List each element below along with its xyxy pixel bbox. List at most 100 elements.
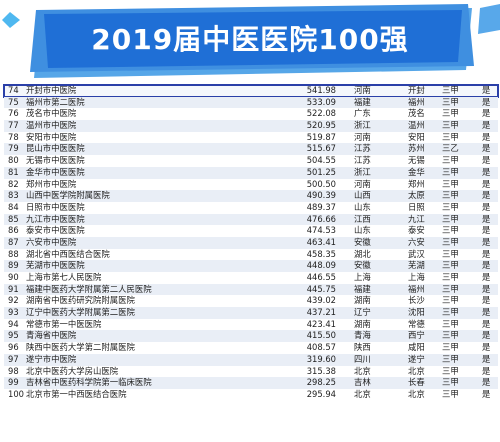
table-row: 78 安阳市中医院 519.87 河南 安阳 三甲 是 <box>4 132 498 144</box>
rank-cell: 100 <box>8 388 24 399</box>
city-cell: 郑州 <box>408 178 425 189</box>
grade-cell: 三甲 <box>442 248 459 259</box>
score-cell: 408.57 <box>306 342 336 353</box>
table-row: 90 上海市第七人民医院 446.55 上海 上海 三甲 是 <box>4 272 498 284</box>
grade-cell: 三甲 <box>442 318 459 329</box>
province-cell: 江苏 <box>354 143 371 154</box>
rank-cell: 78 <box>8 131 19 142</box>
flag-cell: 是 <box>482 248 491 259</box>
city-cell: 北京 <box>408 365 425 376</box>
score-cell: 490.39 <box>306 190 336 201</box>
province-cell: 上海 <box>354 272 371 282</box>
table-row: 94 常德市第一中医医院 423.41 湖南 常德 三甲 是 <box>4 319 498 331</box>
hospital-name-cell: 湖北省中西医结合医院 <box>26 248 110 259</box>
rank-cell: 80 <box>8 155 19 166</box>
hospital-name-cell: 六安市中医院 <box>26 236 77 247</box>
score-cell: 500.50 <box>306 178 336 189</box>
banner-front <box>44 10 462 68</box>
city-cell: 芜湖 <box>408 260 425 271</box>
hospital-name-cell: 福州市第二医院 <box>26 96 85 107</box>
province-cell: 山西 <box>354 190 371 201</box>
province-cell: 吉林 <box>354 377 371 388</box>
score-cell: 476.66 <box>306 213 336 224</box>
grade-cell: 三甲 <box>442 295 459 306</box>
grade-cell: 三甲 <box>442 155 459 166</box>
province-cell: 山东 <box>354 225 371 236</box>
hospital-name-cell: 陕西中医药大学第二附属医院 <box>26 342 135 353</box>
flag-cell: 是 <box>482 330 491 341</box>
score-cell: 515.67 <box>306 143 336 154</box>
flag-cell: 是 <box>482 166 491 177</box>
province-cell: 江西 <box>354 213 371 224</box>
rank-cell: 86 <box>8 225 19 236</box>
province-cell: 浙江 <box>354 166 371 177</box>
hospital-name-cell: 芜湖市中医医院 <box>26 260 85 271</box>
corner-deco-left <box>2 12 20 28</box>
grade-cell: 三甲 <box>442 365 459 376</box>
city-cell: 日照 <box>408 201 425 212</box>
table-row: 84 日照市中医医院 489.37 山东 日照 三甲 是 <box>4 202 498 214</box>
city-cell: 泰安 <box>408 225 425 236</box>
score-cell: 439.02 <box>306 295 336 306</box>
table-row: 83 山西中医学院附属医院 490.39 山西 太原 三甲 是 <box>4 190 498 202</box>
city-cell: 北京 <box>408 388 425 399</box>
score-cell: 474.53 <box>306 225 336 236</box>
table-row: 76 茂名市中医院 522.08 广东 茂名 三甲 是 <box>4 108 498 120</box>
province-cell: 浙江 <box>354 120 371 131</box>
score-cell: 504.55 <box>306 155 336 166</box>
hospital-name-cell: 九江市中医医院 <box>26 213 85 224</box>
flag-cell: 是 <box>482 178 491 189</box>
city-cell: 安阳 <box>408 131 425 142</box>
hospital-name-cell: 辽宁中医药大学附属第二医院 <box>26 307 135 318</box>
hospital-name-cell: 青海省中医院 <box>26 330 77 341</box>
province-cell: 安徽 <box>354 236 371 247</box>
grade-cell: 三甲 <box>442 353 459 364</box>
corner-deco-right <box>478 4 500 34</box>
score-cell: 445.75 <box>306 283 336 294</box>
city-cell: 长沙 <box>408 295 425 306</box>
table-row-highlighted: 74 开封市中医院 541.98 河南 开封 三甲 是 <box>3 84 499 98</box>
score-cell: 298.25 <box>306 377 336 388</box>
city-cell: 遂宁 <box>408 353 425 364</box>
table-row: 91 福建中医药大学附属第二人民医院 445.75 福建 福州 三甲 是 <box>4 283 498 296</box>
hospital-name-cell: 温州市中医院 <box>26 120 77 131</box>
flag-cell: 是 <box>482 201 491 212</box>
province-cell: 江苏 <box>354 155 371 166</box>
city-cell: 沈阳 <box>408 307 425 318</box>
flag-cell: 是 <box>482 365 491 376</box>
flag-cell: 是 <box>482 295 491 306</box>
score-cell: 519.87 <box>306 131 336 142</box>
hospital-name-cell: 郑州市中医院 <box>26 178 77 189</box>
hospital-name-cell: 日照市中医医院 <box>26 201 85 212</box>
province-cell: 湖北 <box>354 248 371 259</box>
score-cell: 446.55 <box>306 272 336 282</box>
rank-cell: 96 <box>8 342 19 353</box>
flag-cell: 是 <box>482 388 491 399</box>
flag-cell: 是 <box>482 225 491 236</box>
city-cell: 金华 <box>408 166 425 177</box>
flag-cell: 是 <box>482 353 491 364</box>
table-row: 96 陕西中医药大学第二附属医院 408.57 陕西 咸阳 三甲 是 <box>4 342 498 354</box>
rank-cell: 97 <box>8 353 19 364</box>
flag-cell: 是 <box>482 190 491 201</box>
hospital-name-cell: 无锡市中医医院 <box>26 155 85 166</box>
city-cell: 六安 <box>408 236 425 247</box>
rank-cell: 84 <box>8 201 19 212</box>
rank-cell: 95 <box>8 330 19 341</box>
hospital-name-cell: 山西中医学院附属医院 <box>26 190 110 201</box>
score-cell: 415.50 <box>306 330 336 341</box>
province-cell: 广东 <box>354 108 371 119</box>
city-cell: 上海 <box>408 272 425 282</box>
hospital-name-cell: 昆山市中医医院 <box>26 143 85 154</box>
province-cell: 安徽 <box>354 260 371 271</box>
flag-cell: 是 <box>482 272 491 282</box>
table-row: 87 六安市中医院 463.41 安徽 六安 三甲 是 <box>4 236 498 249</box>
score-cell: 295.94 <box>306 388 336 399</box>
rank-cell: 83 <box>8 190 19 201</box>
hospital-name-cell: 金华市中医医院 <box>26 166 85 177</box>
table-row: 81 金华市中医医院 501.25 浙江 金华 三甲 是 <box>4 166 498 179</box>
grade-cell: 三甲 <box>442 85 459 95</box>
rank-cell: 93 <box>8 307 19 318</box>
grade-cell: 三甲 <box>442 190 459 201</box>
table-row: 100 北京市第一中西医结合医院 295.94 北京 北京 三甲 是 <box>4 389 498 401</box>
